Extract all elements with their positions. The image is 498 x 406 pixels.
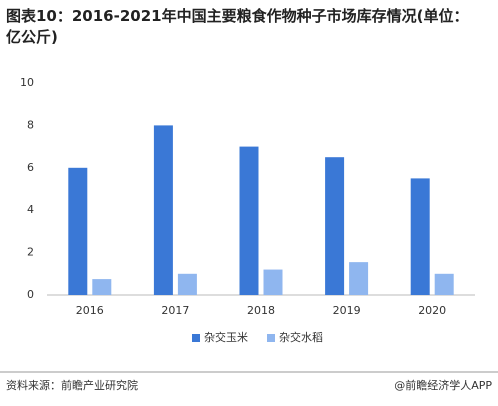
x-tick-label: 2018 [247,304,275,317]
y-tick-label: 6 [27,161,34,174]
y-tick-label: 2 [27,246,34,259]
source: 资料来源：前瞻产业研究院 [6,378,138,392]
bar [153,125,173,296]
x-tick-label: 2020 [418,304,446,317]
y-tick-label: 10 [20,76,34,89]
legend-swatch [192,334,200,342]
bar [263,269,283,295]
bar [68,167,88,295]
credit: @前瞻经济学人APP [394,378,492,392]
bar [177,273,197,295]
x-tick-label: 2017 [161,304,189,317]
bar [349,262,369,295]
bar [410,178,430,295]
y-tick-label: 4 [27,203,34,216]
bar [325,157,345,295]
bar [239,146,259,295]
legend-label: 杂交水稻 [279,330,323,344]
x-tick-label: 2016 [76,304,104,317]
y-tick-label: 8 [27,118,34,131]
legend-swatch [267,334,275,342]
chart-title: 图表10：2016-2021年中国主要粮食作物种子市场库存情况(单位：亿公斤) [6,7,469,46]
bar [92,279,112,295]
y-tick-label: 0 [27,288,34,301]
legend-label: 杂交玉米 [204,330,248,344]
bar [434,273,454,295]
x-tick-label: 2019 [333,304,361,317]
